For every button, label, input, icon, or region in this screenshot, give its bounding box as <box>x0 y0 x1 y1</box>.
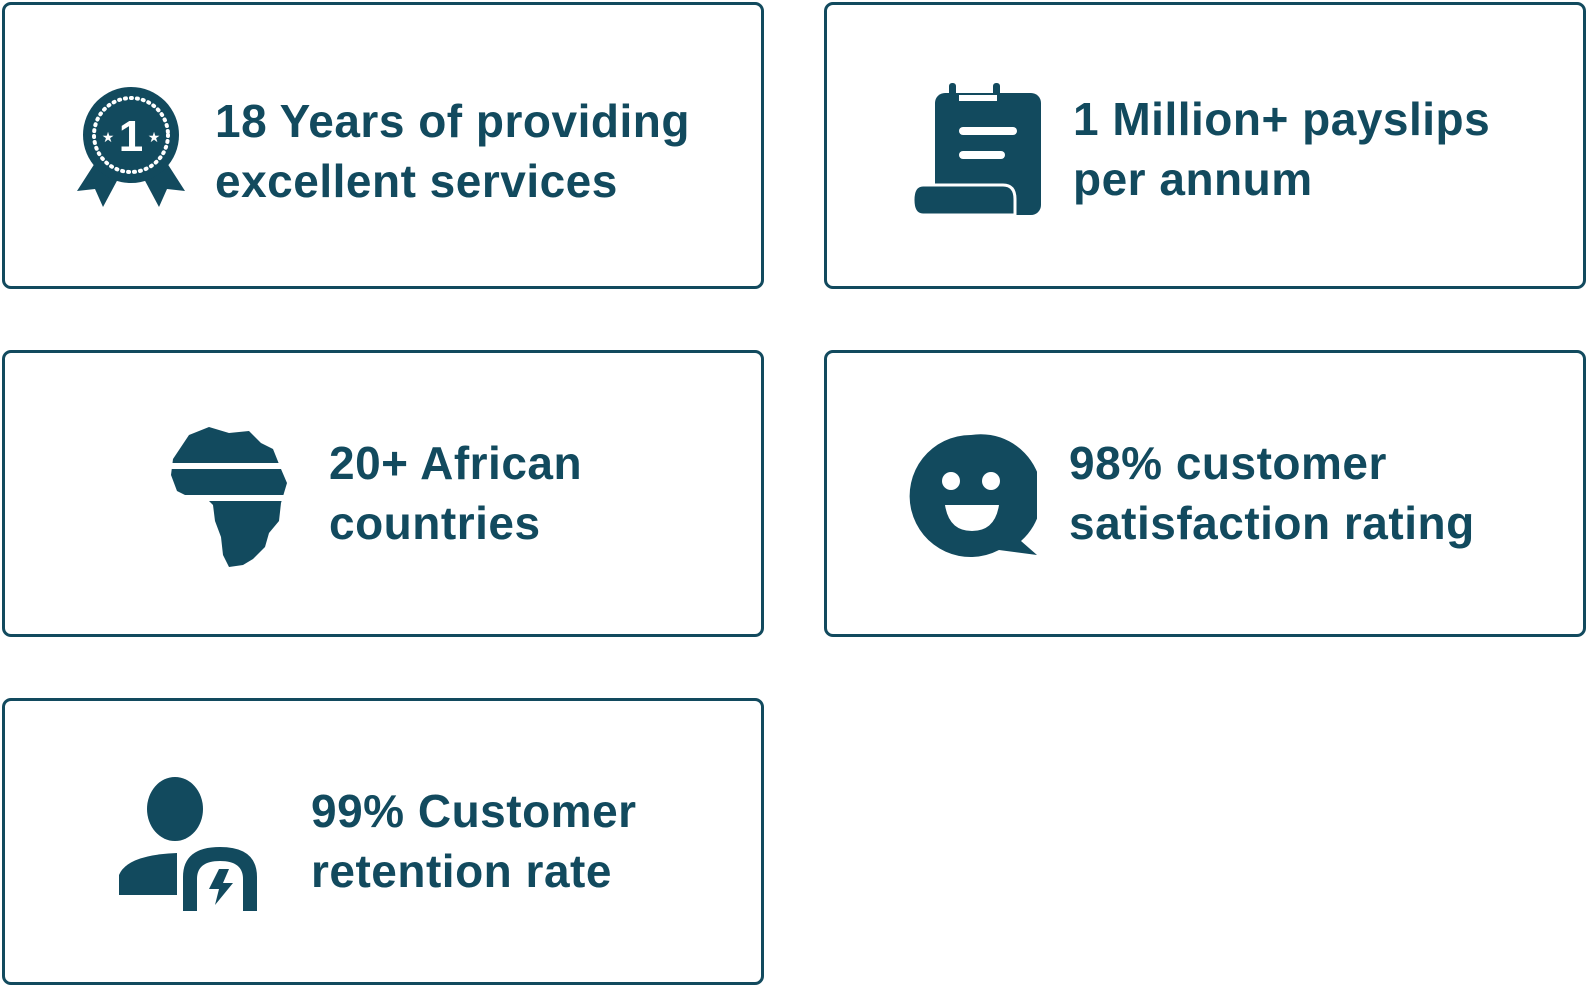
stat-line-1: 99% Customer <box>311 785 637 837</box>
stat-line-2: retention rate <box>311 845 612 897</box>
award-medal-icon: 1 ★ ★ <box>77 87 185 207</box>
africa-map-icon <box>169 427 289 567</box>
stat-line-1: 1 Million+ payslips <box>1073 93 1491 145</box>
svg-text:1: 1 <box>119 112 143 161</box>
smiley-chat-icon <box>909 434 1037 557</box>
stat-card-satisfaction: 98% customer satisfaction rating <box>824 350 1586 637</box>
svg-text:★: ★ <box>102 129 115 145</box>
stat-line-1: 20+ African <box>329 437 583 489</box>
stat-line-2: per annum <box>1073 153 1313 205</box>
customer-retention-icon <box>119 777 257 911</box>
stat-card-payslips: 1 Million+ payslips per annum <box>824 2 1586 289</box>
svg-text:★: ★ <box>148 129 161 145</box>
stat-line-1: 98% customer <box>1069 437 1387 489</box>
stat-line-2: satisfaction rating <box>1069 497 1475 549</box>
stat-card-years: 1 ★ ★ 18 Years of providing excellent se… <box>2 2 764 289</box>
stat-card-retention: 99% Customer retention rate <box>2 698 764 985</box>
stat-line-2: countries <box>329 497 541 549</box>
stat-line-2: excellent services <box>215 155 618 207</box>
payslip-scroll-icon <box>913 83 1041 217</box>
stat-line-1: 18 Years of providing <box>215 95 690 147</box>
stat-card-countries: 20+ African countries <box>2 350 764 637</box>
